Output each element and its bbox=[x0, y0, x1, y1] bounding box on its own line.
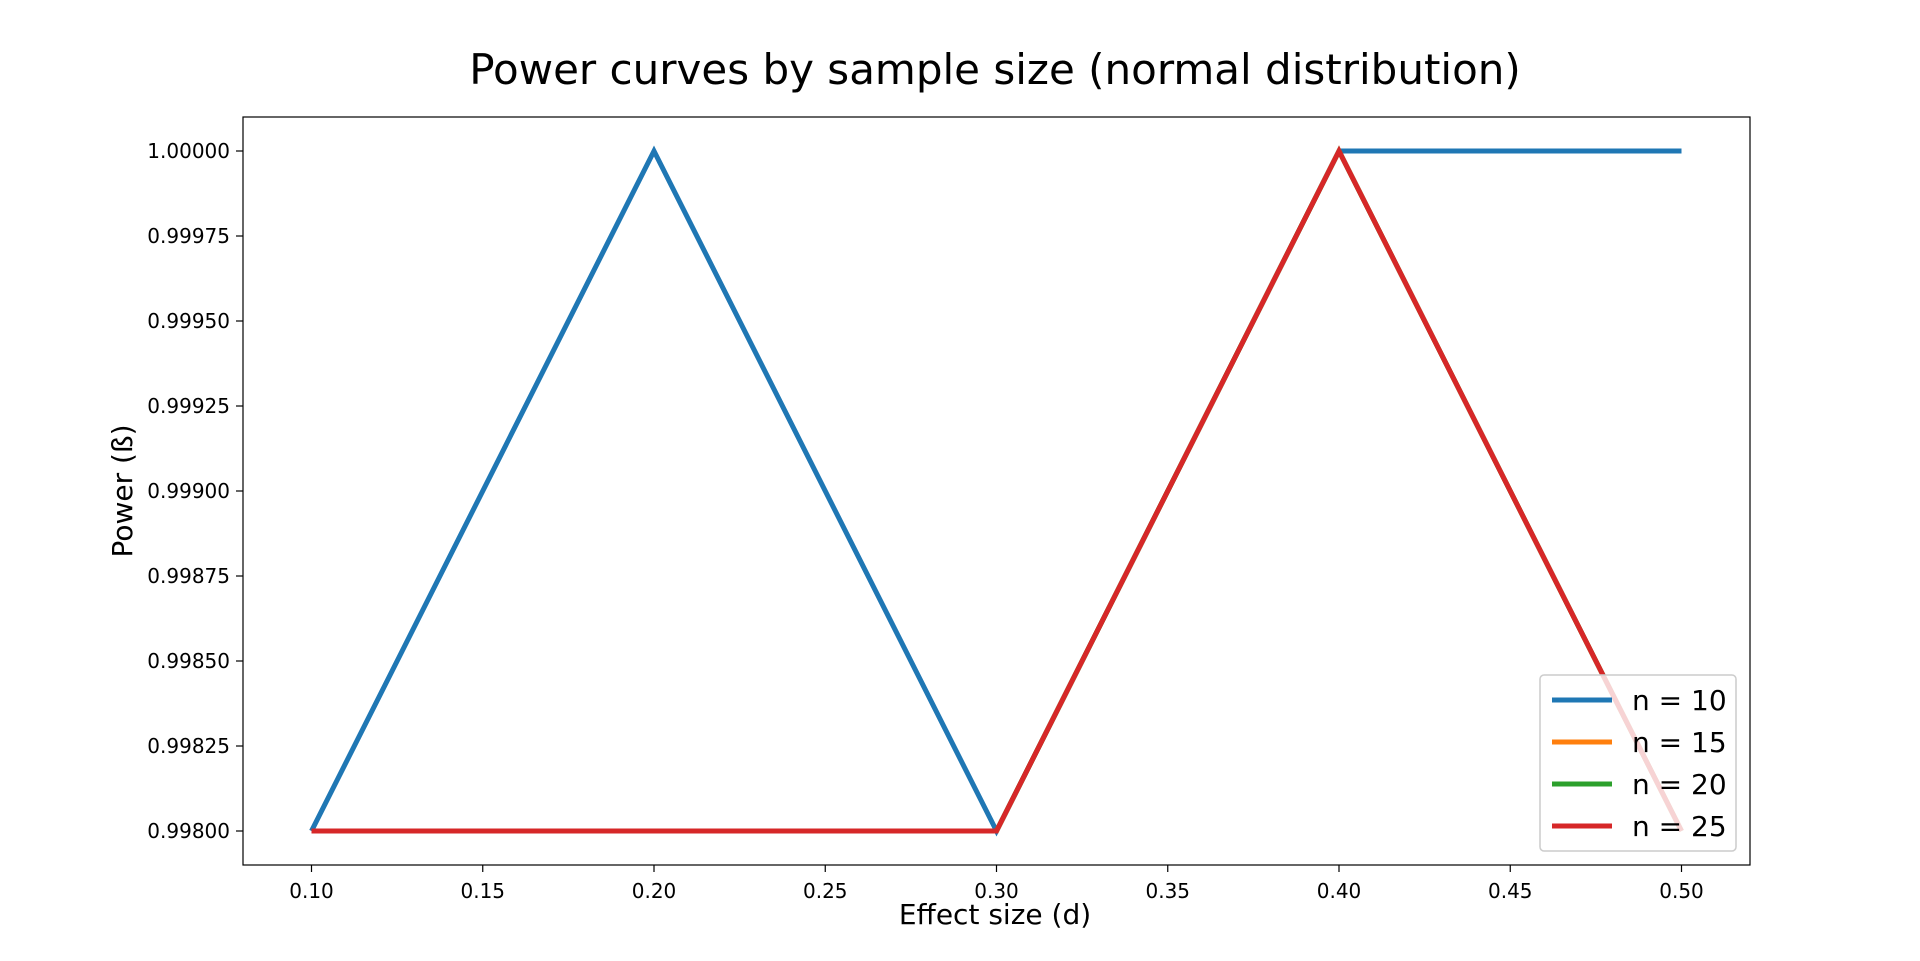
y-axis-label: Power (ß) bbox=[106, 424, 139, 557]
y-tick-label: 0.99800 bbox=[147, 819, 230, 843]
legend-label: n = 20 bbox=[1632, 768, 1727, 801]
x-tick-label: 0.20 bbox=[632, 879, 677, 903]
x-tick-label: 0.30 bbox=[974, 879, 1019, 903]
plot-area bbox=[242, 116, 1751, 866]
x-axis-label: Effect size (d) bbox=[899, 898, 1091, 931]
legend: n = 10 n = 15 n = 20 n = 25 bbox=[1539, 674, 1737, 852]
x-tick-label: 0.15 bbox=[460, 879, 505, 903]
x-tick-label: 0.40 bbox=[1317, 879, 1362, 903]
series-lines bbox=[309, 145, 1684, 837]
y-tick-label: 0.99850 bbox=[147, 649, 230, 673]
x-axis: 0.10 0.15 0.20 0.25 0.30 0.35 0.40 0.45 0.50 bbox=[289, 865, 1704, 903]
x-tick-label: 0.50 bbox=[1659, 879, 1704, 903]
y-tick-label: 0.99950 bbox=[147, 309, 230, 333]
y-axis: 0.99800 0.99825 0.99850 0.99875 0.99900 0.999… bbox=[147, 139, 243, 843]
y-tick-label: 1.00000 bbox=[147, 139, 230, 163]
x-tick-label: 0.25 bbox=[803, 879, 848, 903]
y-tick-label: 0.99975 bbox=[147, 224, 230, 248]
x-tick-label: 0.35 bbox=[1145, 879, 1190, 903]
legend-label: n = 10 bbox=[1632, 684, 1727, 717]
plot-frame bbox=[242, 116, 1751, 866]
legend-label: n = 25 bbox=[1632, 810, 1727, 843]
legend-box bbox=[1539, 674, 1737, 852]
x-tick-label: 0.45 bbox=[1488, 879, 1533, 903]
y-tick-label: 0.99875 bbox=[147, 564, 230, 588]
series-line-3 bbox=[311, 145, 1684, 834]
legend-label: n = 15 bbox=[1632, 726, 1727, 759]
y-tick-label: 0.99900 bbox=[147, 479, 230, 503]
chart-title: Power curves by sample size (normal dist… bbox=[469, 45, 1521, 94]
y-tick-label: 0.99925 bbox=[147, 394, 230, 418]
y-tick-label: 0.99825 bbox=[147, 734, 230, 758]
x-tick-label: 0.10 bbox=[289, 879, 334, 903]
